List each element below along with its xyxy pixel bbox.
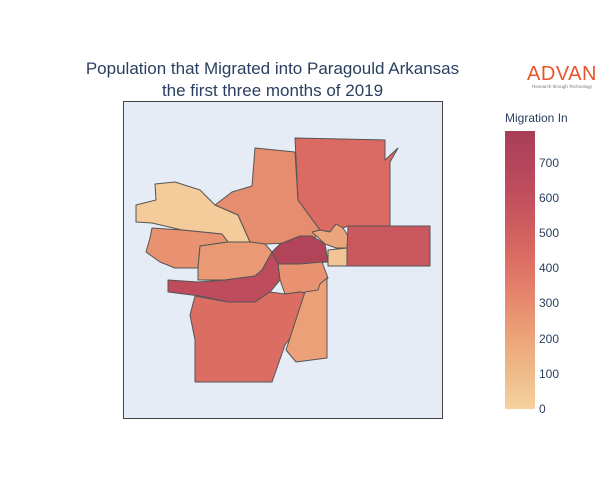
colorbar-tick-label: 700 <box>539 155 560 170</box>
advan-logo: ADVAN Research through Technology <box>527 64 597 90</box>
region-east[interactable] <box>344 225 431 267</box>
map-title-line1: Population that Migrated into Paragould … <box>85 59 460 78</box>
region-southwest-strip[interactable] <box>167 251 281 303</box>
colorbar-tick-label: 200 <box>539 331 560 346</box>
map-title: Population that Migrated into Paragould … <box>0 58 545 102</box>
colorbar-tick-label: 0 <box>539 402 546 416</box>
region-southeast[interactable] <box>285 277 328 363</box>
logo-tagline: Research through Technology <box>532 84 592 89</box>
region-central-east-small[interactable] <box>311 223 349 249</box>
logo-name: ADVAN <box>527 63 597 85</box>
colorbar-gradient <box>505 131 535 409</box>
colorbar-tick-label: 100 <box>539 366 560 381</box>
region-central-tiny[interactable] <box>327 247 348 267</box>
colorbar-tick-label: 300 <box>539 296 560 311</box>
colorbar-title: Migration In <box>505 111 568 125</box>
map-title-line2: the first three months of 2019 <box>161 81 384 100</box>
colorbar-tick-label: 500 <box>539 226 560 241</box>
colorbar-tick-label: 400 <box>539 261 560 276</box>
colorbar-tick-label: 600 <box>539 190 560 205</box>
